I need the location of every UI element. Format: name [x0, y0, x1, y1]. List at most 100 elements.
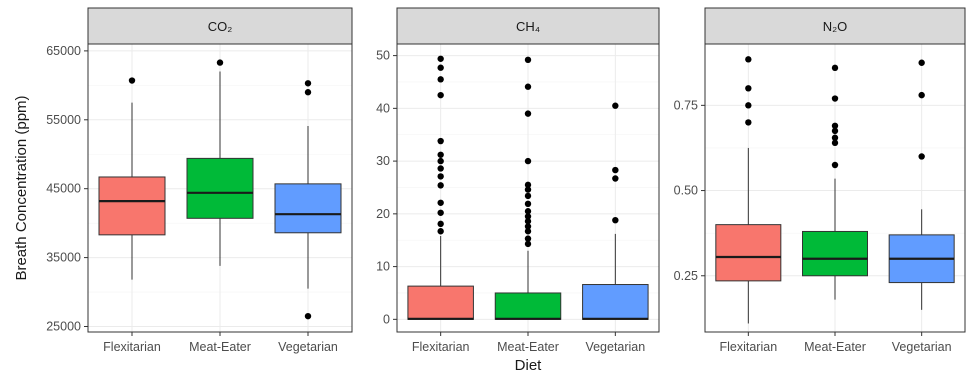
- iqr-box: [98, 176, 166, 236]
- box-ch4-vegetarian: [582, 102, 649, 320]
- x-tick-label: Meat-Eater: [804, 340, 866, 354]
- outlier-point: [524, 208, 532, 215]
- outlier-point: [745, 102, 752, 109]
- outlier-point: [524, 157, 532, 165]
- panel-co2: CO₂ 25000 35000 45000 55000 65000 Flexitarian M…: [46, 7, 353, 354]
- y-axis-title: Breath Concentration (ppm): [13, 95, 30, 280]
- y-tick-label: 10: [376, 260, 390, 274]
- outlier-point: [304, 89, 312, 96]
- outlier-point: [524, 213, 532, 220]
- outlier-point: [524, 56, 532, 64]
- box-co2-flexitarian: [98, 77, 166, 280]
- x-tick-label: Meat-Eater: [189, 340, 251, 354]
- box-n2o-vegetarian: [888, 59, 955, 310]
- iqr-box: [407, 285, 474, 320]
- x-tick-label: Vegetarian: [892, 340, 952, 354]
- outlier-point: [128, 77, 136, 84]
- outlier-point: [304, 312, 312, 320]
- outlier-point: [831, 122, 839, 129]
- box-ch4-flexitarian: [407, 55, 474, 320]
- panel-n2o: N₂O 0.25 0.50 0.75 Flexitarian Meat-Eater Vege…: [674, 7, 966, 354]
- iqr-box: [582, 284, 649, 320]
- outlier-point: [524, 181, 532, 189]
- box-n2o-flexitarian: [715, 56, 782, 324]
- y-tick-label: 0.50: [674, 184, 698, 198]
- outlier-point: [437, 91, 444, 99]
- outlier-point: [437, 64, 444, 71]
- y-tick-label: 65000: [46, 44, 81, 58]
- outlier-point: [918, 91, 925, 99]
- outlier-point: [437, 55, 444, 62]
- box-n2o-meat-eater: [802, 64, 868, 300]
- facet-strip-co2: [87, 7, 353, 45]
- x-tick-label: Vegetarian: [278, 340, 338, 354]
- x-tick-label: Flexitarian: [103, 340, 161, 354]
- x-axis-title: Diet: [515, 357, 543, 374]
- x-tick-label: Flexitarian: [719, 340, 777, 354]
- x-tick-label: Vegetarian: [585, 340, 645, 354]
- x-tick-label: Meat-Eater: [497, 340, 559, 354]
- iqr-box: [494, 292, 562, 320]
- outlier-point: [524, 83, 532, 90]
- y-tick-label: 30: [376, 154, 390, 168]
- outlier-point: [524, 192, 532, 200]
- y-tick-label: 20: [376, 207, 390, 221]
- outlier-point: [612, 166, 619, 174]
- outlier-point: [437, 220, 444, 228]
- facet-title-ch4: CH₄: [516, 19, 540, 34]
- outlier-point: [831, 64, 839, 72]
- panel-ch4: CH₄ 0 10 20 30 40 50 Flexitarian Meat-Eater Veget…: [376, 7, 660, 354]
- outlier-point: [437, 209, 444, 216]
- outlier-point: [437, 199, 444, 206]
- outlier-point: [612, 102, 619, 109]
- outlier-point: [831, 139, 839, 147]
- x-tick-label: Flexitarian: [412, 340, 470, 354]
- outlier-point: [524, 218, 532, 225]
- box-ch4-meat-eater: [494, 56, 562, 320]
- outlier-point: [437, 157, 444, 165]
- y-tick-label: 35000: [46, 251, 81, 265]
- facet-strip-ch4: [396, 7, 660, 45]
- y-tick-label: 25000: [46, 319, 81, 333]
- outlier-point: [612, 216, 619, 224]
- outlier-point: [612, 175, 619, 182]
- outlier-point: [524, 186, 532, 193]
- outlier-point: [437, 165, 444, 172]
- iqr-box: [802, 230, 868, 277]
- outlier-point: [437, 76, 444, 83]
- iqr-box: [186, 157, 254, 219]
- outlier-point: [437, 228, 444, 235]
- outlier-point: [437, 137, 444, 145]
- outlier-point: [831, 95, 839, 102]
- outlier-point: [745, 85, 752, 92]
- box-co2-vegetarian: [274, 80, 342, 320]
- outlier-point: [437, 151, 444, 158]
- outlier-point: [524, 200, 532, 208]
- outlier-point: [524, 240, 532, 248]
- outlier-point: [918, 153, 925, 160]
- outlier-point: [831, 134, 839, 141]
- outlier-point: [304, 80, 312, 87]
- facet-title-co2: CO₂: [208, 19, 233, 34]
- outlier-point: [745, 56, 752, 63]
- iqr-box: [715, 224, 782, 282]
- outlier-point: [524, 228, 532, 235]
- outlier-point: [918, 59, 925, 66]
- y-tick-label: 40: [376, 101, 390, 115]
- outlier-point: [524, 223, 532, 230]
- y-tick-label: 0.75: [674, 98, 698, 112]
- outlier-point: [216, 59, 224, 66]
- outlier-point: [437, 173, 444, 180]
- iqr-box: [274, 183, 342, 234]
- outlier-point: [524, 235, 532, 242]
- facet-strip-n2o: [704, 7, 966, 45]
- outlier-point: [831, 161, 839, 169]
- y-tick-label: 50: [376, 49, 390, 63]
- outlier-point: [745, 119, 752, 126]
- y-tick-label: 55000: [46, 113, 81, 127]
- y-tick-label: 0: [383, 312, 390, 326]
- outlier-point: [524, 110, 532, 117]
- y-tick-label: 0.25: [674, 269, 698, 283]
